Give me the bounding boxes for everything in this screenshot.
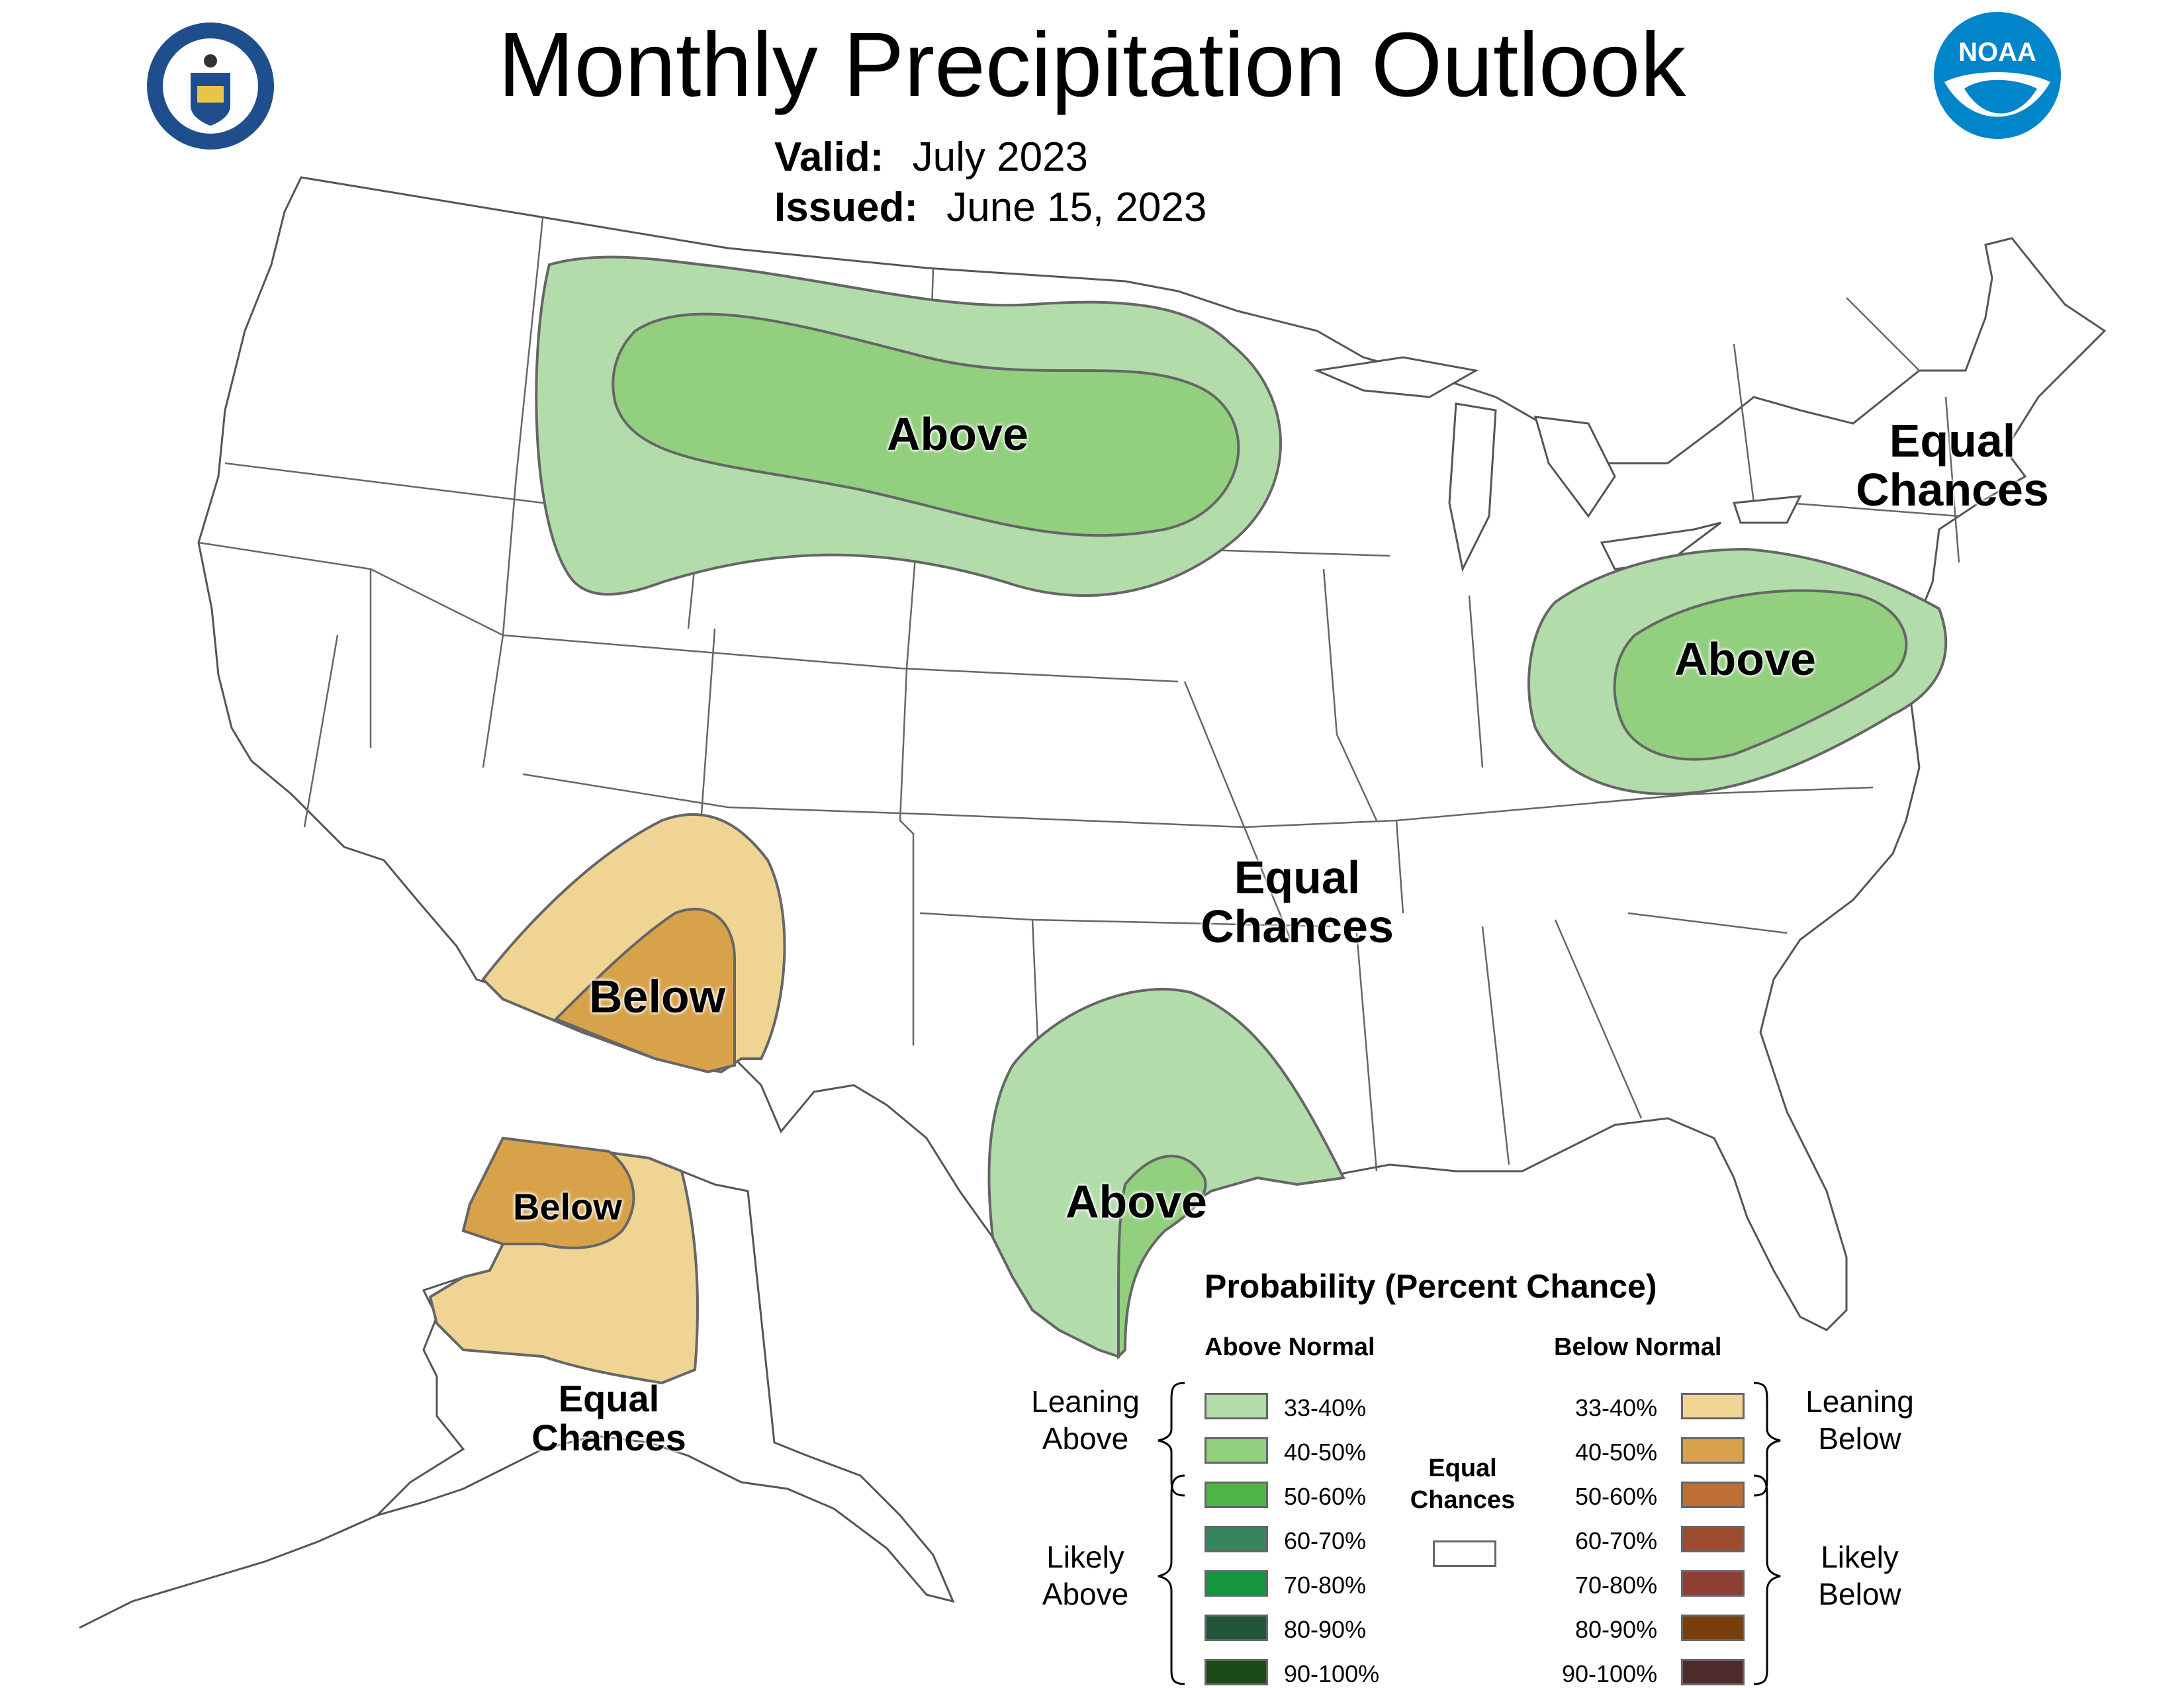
label-above-texas: Above	[1066, 1176, 1207, 1227]
valid-label: Valid:	[774, 134, 884, 180]
issued-label: Issued:	[774, 185, 919, 230]
label-below-southwest: Below	[589, 971, 726, 1022]
swatch-below-70-80	[1681, 1570, 1745, 1597]
legend-leaning-above: Leaning Above	[1013, 1383, 1158, 1457]
swatch-below-33-40	[1681, 1393, 1745, 1419]
pct-above-33-40: 33-40%	[1284, 1394, 1367, 1421]
label-above-north: Above	[887, 408, 1028, 460]
commerce-seal-icon	[147, 22, 274, 150]
legend-leaning-below: Leaning Below	[1787, 1383, 1933, 1457]
pct-above-90-100: 90-100%	[1284, 1660, 1380, 1687]
label-equal-northeast-1: Equal	[1889, 415, 2016, 466]
label-equal-central-1: Equal	[1234, 852, 1361, 903]
legend-below-header: Below Normal	[1554, 1333, 1722, 1361]
equal-chances-line2: Chances	[1410, 1486, 1516, 1514]
swatch-above-40-50	[1205, 1437, 1268, 1464]
legend-above-header: Above Normal	[1205, 1333, 1375, 1361]
below-southwest-inner	[553, 907, 737, 1074]
alaska-aleutians	[79, 1514, 378, 1629]
above-north-inner	[612, 312, 1240, 537]
pct-below-33-40: 33-40%	[1575, 1394, 1658, 1421]
pct-above-60-70: 60-70%	[1284, 1527, 1367, 1554]
page-title: Monthly Precipitation Outlook	[498, 14, 1686, 116]
swatch-above-50-60	[1205, 1482, 1268, 1508]
leaning-below-line1: Leaning	[1805, 1384, 1914, 1419]
legend-likely-above: Likely Above	[1013, 1538, 1158, 1613]
pct-below-60-70: 60-70%	[1575, 1527, 1658, 1554]
great-lakes	[1313, 356, 1802, 572]
swatch-above-60-70	[1205, 1526, 1268, 1552]
equal-chances-line1: Equal	[1428, 1454, 1497, 1482]
pct-below-70-80: 70-80%	[1575, 1572, 1658, 1599]
swatch-above-90-100	[1205, 1659, 1268, 1685]
issued-value: June 15, 2023	[946, 185, 1207, 230]
swatch-equal-chances	[1433, 1540, 1496, 1567]
leaning-below-line2: Below	[1818, 1421, 1901, 1456]
label-equal-alaska-2: Chances	[531, 1416, 686, 1458]
noaa-logo-icon: NOAA	[1934, 12, 2061, 139]
pct-above-70-80: 70-80%	[1284, 1572, 1367, 1599]
swatch-below-40-50	[1681, 1437, 1745, 1464]
below-alaska-inner	[461, 1136, 635, 1249]
swatch-above-70-80	[1205, 1570, 1268, 1597]
pct-above-40-50: 40-50%	[1284, 1439, 1367, 1466]
swatch-below-50-60	[1681, 1482, 1745, 1508]
label-equal-alaska-1: Equal	[558, 1378, 660, 1419]
outlook-regions	[428, 255, 1948, 1385]
issued-line: Issued: June 15, 2023	[774, 183, 1206, 233]
above-ohio-inner	[1613, 589, 1908, 761]
swatch-above-80-90	[1205, 1615, 1268, 1641]
likely-below-line2: Below	[1818, 1577, 1901, 1611]
pct-below-80-90: 80-90%	[1575, 1616, 1658, 1643]
valid-line: Valid: July 2023	[774, 132, 1088, 183]
valid-value: July 2023	[912, 134, 1089, 180]
leaning-above-line2: Above	[1042, 1421, 1129, 1456]
pct-below-40-50: 40-50%	[1575, 1439, 1658, 1466]
label-equal-northeast-2: Chances	[1856, 463, 2049, 515]
label-equal-northeast: Equal Chances	[1840, 415, 2065, 515]
legend-likely-below: Likely Below	[1787, 1538, 1933, 1613]
pct-below-50-60: 50-60%	[1575, 1483, 1658, 1510]
likely-above-line2: Above	[1042, 1577, 1129, 1611]
label-equal-central-2: Chances	[1201, 900, 1394, 952]
legend-equal-chances: Equal Chances	[1396, 1452, 1529, 1516]
label-above-ohio: Above	[1674, 633, 1816, 685]
likely-above-line1: Likely	[1046, 1540, 1124, 1574]
pct-below-90-100: 90-100%	[1562, 1660, 1658, 1687]
label-equal-alaska: Equal Chances	[510, 1378, 708, 1458]
swatch-above-33-40	[1205, 1393, 1268, 1419]
leaning-above-line1: Leaning	[1031, 1384, 1140, 1419]
above-texas-inner	[1117, 1155, 1207, 1360]
label-equal-central: Equal Chances	[1185, 852, 1410, 952]
swatch-below-80-90	[1681, 1615, 1745, 1641]
pct-above-50-60: 50-60%	[1284, 1483, 1367, 1510]
swatch-below-60-70	[1681, 1526, 1745, 1552]
svg-text:NOAA: NOAA	[1958, 38, 2036, 67]
swatch-below-90-100	[1681, 1659, 1745, 1685]
label-below-alaska: Below	[513, 1186, 622, 1227]
likely-below-line1: Likely	[1821, 1540, 1899, 1574]
legend-title: Probability (Percent Chance)	[1205, 1268, 1657, 1305]
pct-above-80-90: 80-90%	[1284, 1616, 1367, 1643]
